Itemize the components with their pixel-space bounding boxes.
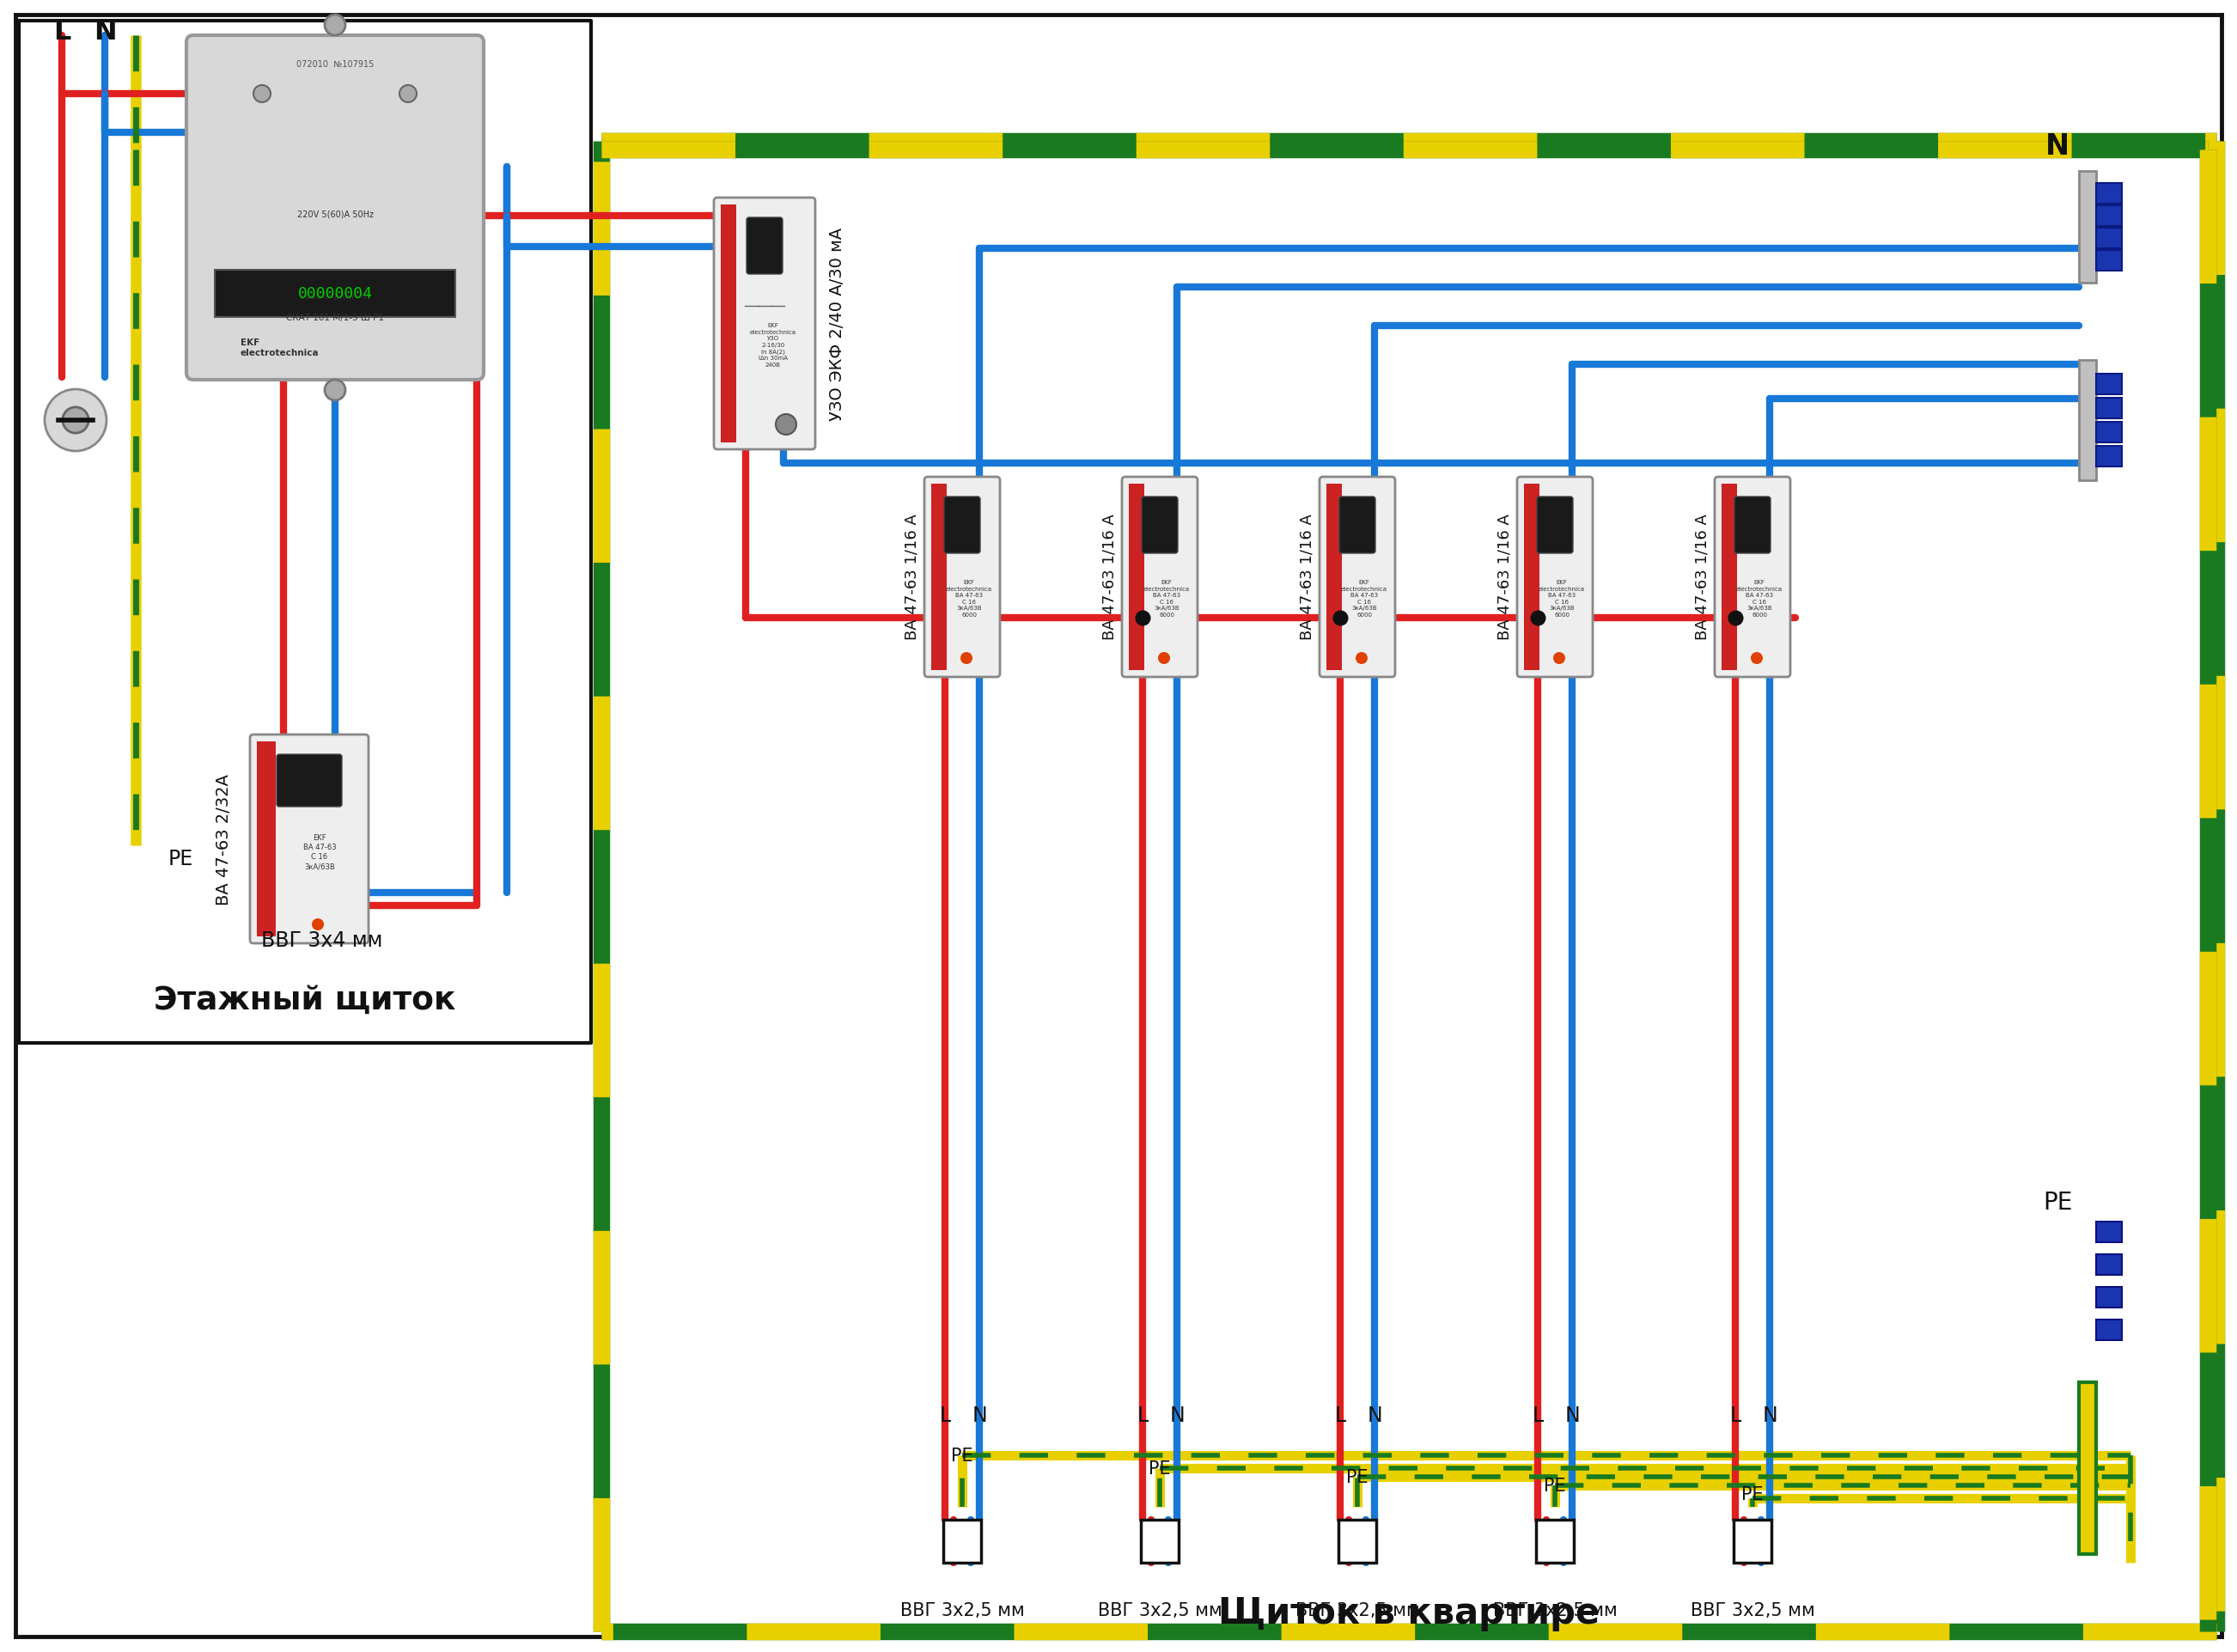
FancyBboxPatch shape <box>1517 477 1593 677</box>
Bar <box>2078 360 2096 481</box>
Text: EKF
electrotechnica
BA 47-63
C 16
3кА/63В
6000: EKF electrotechnica BA 47-63 C 16 3кА/63… <box>946 580 993 618</box>
Bar <box>2096 1254 2123 1275</box>
Text: ВА 47-63 1/16 А: ВА 47-63 1/16 А <box>1696 514 1711 639</box>
Bar <box>2096 446 2123 468</box>
FancyBboxPatch shape <box>1734 497 1769 553</box>
Bar <box>215 271 456 317</box>
FancyBboxPatch shape <box>1141 497 1177 553</box>
Bar <box>2096 206 2123 226</box>
FancyBboxPatch shape <box>1123 477 1197 677</box>
Circle shape <box>776 415 796 436</box>
FancyBboxPatch shape <box>1537 497 1573 553</box>
Circle shape <box>45 390 107 451</box>
FancyBboxPatch shape <box>251 735 369 943</box>
Text: EKF
electrotechnica
BA 47-63
C 16
3кА/63В
6000: EKF electrotechnica BA 47-63 C 16 3кА/63… <box>1340 580 1387 618</box>
Text: PE: PE <box>1544 1477 1566 1493</box>
Text: L: L <box>940 1404 951 1426</box>
FancyBboxPatch shape <box>1716 477 1790 677</box>
FancyBboxPatch shape <box>1320 477 1396 677</box>
Text: ВВГ 3х2,5 мм: ВВГ 3х2,5 мм <box>1295 1601 1420 1619</box>
Text: EKF
electrotechnica
BA 47-63
C 16
3кА/63В
6000: EKF electrotechnica BA 47-63 C 16 3кА/63… <box>1736 580 1783 618</box>
Circle shape <box>960 653 973 664</box>
Text: ВА 47-63 1/16 А: ВА 47-63 1/16 А <box>904 514 919 639</box>
Bar <box>2096 375 2123 395</box>
Text: L: L <box>1532 1404 1544 1426</box>
Bar <box>2096 251 2123 271</box>
Text: N: N <box>1763 1404 1776 1426</box>
Bar <box>1141 1520 1179 1563</box>
Text: PE: PE <box>1347 1469 1369 1485</box>
FancyBboxPatch shape <box>186 36 483 380</box>
Bar <box>1722 484 1736 671</box>
Bar <box>944 1520 982 1563</box>
Text: ВВГ 3х2,5 мм: ВВГ 3х2,5 мм <box>1098 1601 1221 1619</box>
Circle shape <box>63 408 89 434</box>
Bar <box>1327 484 1342 671</box>
Bar <box>931 484 946 671</box>
Text: EKF
electrotechnica
BA 47-63
C 16
3кА/63В
6000: EKF electrotechnica BA 47-63 C 16 3кА/63… <box>1143 580 1190 618</box>
Circle shape <box>400 86 416 102</box>
Bar <box>2096 1320 2123 1340</box>
Text: EKF
electrotechnica: EKF electrotechnica <box>242 339 320 357</box>
Text: ВВГ 3х2,5 мм: ВВГ 3х2,5 мм <box>1492 1601 1617 1619</box>
Bar <box>1338 1520 1376 1563</box>
Bar <box>1734 1520 1772 1563</box>
Bar <box>2078 1383 2096 1555</box>
FancyBboxPatch shape <box>277 755 342 808</box>
Bar <box>2096 1287 2123 1308</box>
Text: N: N <box>1367 1404 1382 1426</box>
Bar <box>2096 183 2123 205</box>
Circle shape <box>1552 653 1566 664</box>
Text: N: N <box>94 20 116 46</box>
Bar <box>1537 1520 1575 1563</box>
Circle shape <box>1752 653 1763 664</box>
Text: L: L <box>1335 1404 1347 1426</box>
Text: PE: PE <box>168 849 192 869</box>
Circle shape <box>1159 653 1170 664</box>
Text: СКАТ 101 М/1-3 Ш Р1: СКАТ 101 М/1-3 Ш Р1 <box>286 314 385 322</box>
Circle shape <box>253 86 271 102</box>
Text: PE: PE <box>1150 1460 1170 1477</box>
Text: ВА 47-63 2/32А: ВА 47-63 2/32А <box>215 773 230 905</box>
Bar <box>1523 484 1539 671</box>
FancyBboxPatch shape <box>747 218 783 274</box>
Bar <box>720 205 736 443</box>
Circle shape <box>324 380 344 401</box>
Text: PE: PE <box>951 1447 973 1464</box>
Bar <box>2096 398 2123 420</box>
Text: 072010  №107915: 072010 №107915 <box>295 59 374 69</box>
Bar <box>2096 1222 2123 1242</box>
Text: ВВГ 3х4 мм: ВВГ 3х4 мм <box>262 930 383 950</box>
Text: N: N <box>1170 1404 1186 1426</box>
Text: ВА 47-63 1/16 А: ВА 47-63 1/16 А <box>1497 514 1512 639</box>
Bar <box>1130 484 1145 671</box>
Bar <box>2096 423 2123 443</box>
Text: 00000004: 00000004 <box>298 286 371 301</box>
Circle shape <box>311 919 324 930</box>
Circle shape <box>324 15 344 36</box>
Text: N: N <box>2045 132 2069 160</box>
Text: Щиток в квартире: Щиток в квартире <box>1217 1594 1599 1631</box>
Bar <box>2078 172 2096 284</box>
Text: L: L <box>54 20 72 46</box>
Text: ВВГ 3х2,5 мм: ВВГ 3х2,5 мм <box>899 1601 1025 1619</box>
FancyBboxPatch shape <box>944 497 980 553</box>
FancyBboxPatch shape <box>924 477 1000 677</box>
Text: L: L <box>1136 1404 1148 1426</box>
Text: ВВГ 3х2,5 мм: ВВГ 3х2,5 мм <box>1691 1601 1814 1619</box>
Text: PE: PE <box>2042 1189 2071 1214</box>
Text: L: L <box>1729 1404 1740 1426</box>
Bar <box>2096 228 2123 249</box>
Text: EKF
electrotechnica
УЗО
2-16/30
In 8A(2)
IΔn 30mA
240B: EKF electrotechnica УЗО 2-16/30 In 8A(2)… <box>749 324 796 367</box>
Bar <box>257 742 275 937</box>
Text: EKF
BA 47-63
C 16
3кА/63В: EKF BA 47-63 C 16 3кА/63В <box>302 834 336 871</box>
Text: ВА 47-63 1/16 А: ВА 47-63 1/16 А <box>1103 514 1118 639</box>
FancyBboxPatch shape <box>1340 497 1376 553</box>
Text: 220V 5(60)A 50Hz: 220V 5(60)A 50Hz <box>298 210 374 220</box>
Circle shape <box>1356 653 1367 664</box>
Text: EKF
electrotechnica
BA 47-63
C 16
3кА/63В
6000: EKF electrotechnica BA 47-63 C 16 3кА/63… <box>1539 580 1586 618</box>
Text: N: N <box>971 1404 987 1426</box>
Text: УЗО ЭКФ 2/40 А/30 мА: УЗО ЭКФ 2/40 А/30 мА <box>830 226 846 420</box>
Text: N: N <box>1564 1404 1579 1426</box>
Text: ВА 47-63 1/16 А: ВА 47-63 1/16 А <box>1300 514 1315 639</box>
